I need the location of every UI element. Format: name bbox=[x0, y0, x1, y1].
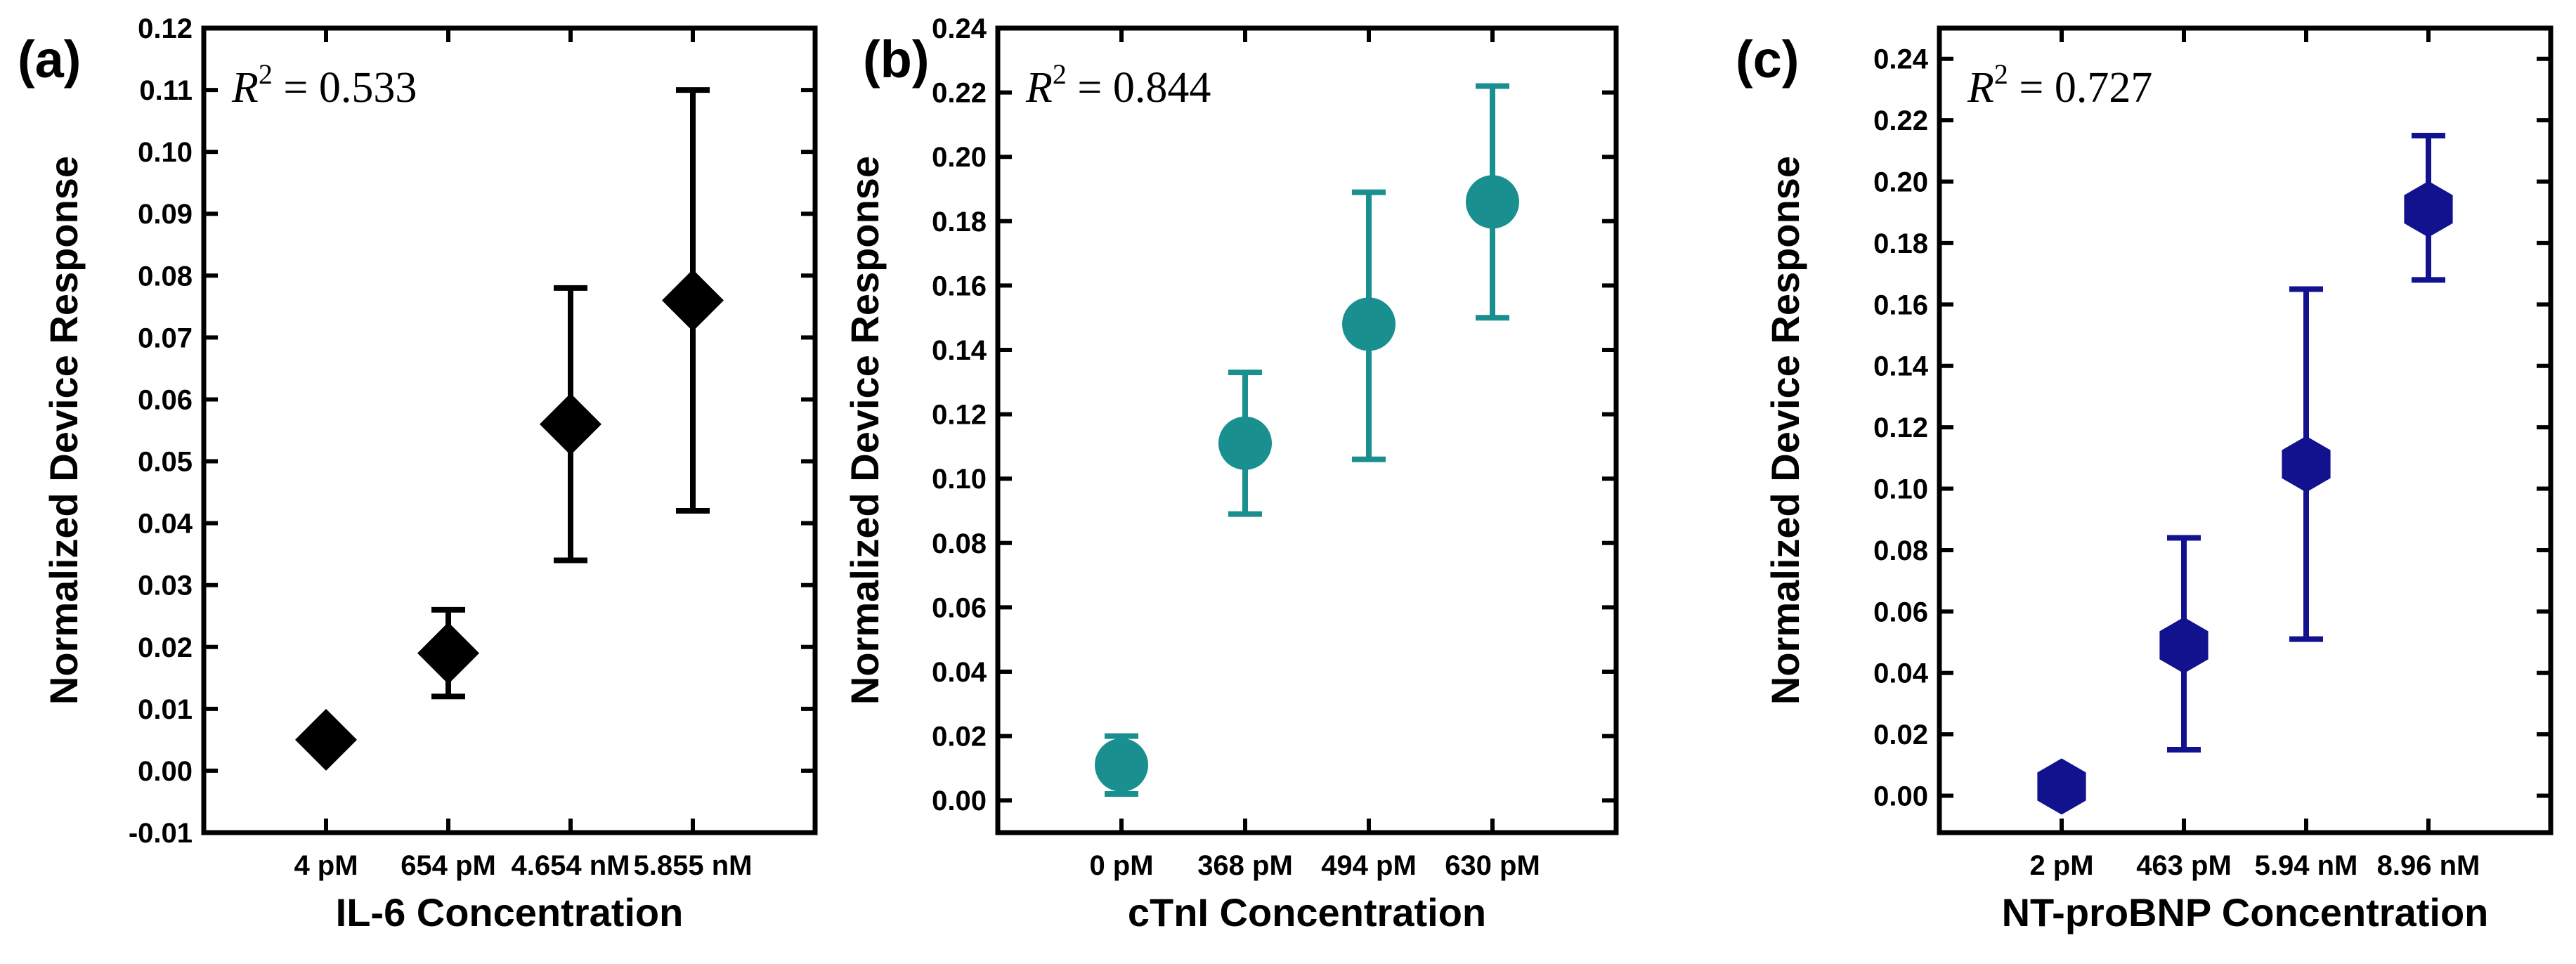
x-tick-label: 630 pM bbox=[1445, 850, 1540, 881]
y-axis-title: Normalized Device Response bbox=[843, 156, 887, 705]
y-tick-label: 0.24 bbox=[1873, 44, 1929, 75]
y-tick-label: 0.18 bbox=[1873, 228, 1928, 259]
r-squared-annotation: R2 = 0.844 bbox=[1025, 58, 1211, 112]
y-axis-title: Normalized Device Response bbox=[41, 156, 86, 705]
data-point-diamond bbox=[295, 708, 357, 771]
y-tick-label: 0.12 bbox=[138, 13, 193, 44]
data-point-circle bbox=[1342, 297, 1396, 351]
y-tick-label: 0.22 bbox=[1873, 105, 1928, 136]
plot-frame bbox=[995, 25, 1619, 835]
y-tick-label: 0.09 bbox=[138, 199, 193, 230]
x-tick-label: 654 pM bbox=[401, 850, 496, 881]
y-tick-label: 0.18 bbox=[932, 207, 987, 237]
y-tick-label: 0.04 bbox=[138, 509, 193, 540]
x-tick-label: 4 pM bbox=[294, 850, 358, 881]
y-tick-label: 0.12 bbox=[932, 400, 987, 431]
x-axis-title: cTnI Concentration bbox=[1128, 890, 1486, 934]
y-tick-label: 0.06 bbox=[138, 384, 193, 415]
panel-b: (b) 0.00 0.02 0.04 0.06 0.08 0.10 0.12 0.14 0.16 0… bbox=[843, 13, 1619, 934]
y-tick-label: 0.03 bbox=[138, 571, 193, 601]
data-point-hexagon bbox=[2282, 436, 2331, 493]
data-point-diamond bbox=[662, 269, 724, 332]
y-tick-label: 0.16 bbox=[932, 271, 987, 301]
y-tick-label: 0.00 bbox=[1873, 781, 1928, 812]
data-point-circle bbox=[1218, 416, 1272, 470]
x-tick-label: 8.96 nM bbox=[2377, 850, 2480, 881]
x-tick-label: 463 pM bbox=[2136, 850, 2232, 881]
y-tick-label: 0.10 bbox=[932, 464, 987, 495]
r-squared-annotation: R2 = 0.533 bbox=[231, 58, 417, 112]
x-tick-label: 4.654 nM bbox=[512, 850, 630, 881]
y-tick-label: 0.06 bbox=[932, 592, 987, 623]
y-tick-label: -0.01 bbox=[129, 818, 193, 849]
y-tick-label: 0.00 bbox=[932, 786, 987, 816]
y-tick-label: 0.10 bbox=[138, 137, 193, 168]
x-tick-label: 0 pM bbox=[1089, 850, 1153, 881]
y-tick-label: 0.05 bbox=[138, 447, 193, 478]
y-tick-label: 0.22 bbox=[932, 78, 987, 109]
y-tick-label: 0.06 bbox=[1873, 597, 1928, 627]
y-tick-label: 0.02 bbox=[1873, 719, 1928, 750]
x-axis-title: IL-6 Concentration bbox=[336, 890, 684, 934]
x-axis-title: NT-proBNP Concentration bbox=[2002, 890, 2489, 934]
x-tick-label: 5.855 nM bbox=[634, 850, 753, 881]
y-axis-title: Normalized Device Response bbox=[1763, 156, 1807, 705]
y-tick-label: 0.04 bbox=[1873, 658, 1929, 689]
y-tick-label: 0.01 bbox=[138, 694, 193, 725]
y-tick-label: 0.16 bbox=[1873, 289, 1928, 320]
data-point-hexagon bbox=[2037, 758, 2086, 815]
x-tick-label: 2 pM bbox=[2029, 850, 2093, 881]
y-tick-label: 0.20 bbox=[1873, 167, 1928, 198]
y-tick-label: 0.24 bbox=[932, 13, 987, 44]
panel-c: (c) 0.00 0.02 0.04 0.06 0.08 0.10 0.12 0.14 0.16 0… bbox=[1736, 25, 2554, 934]
data-point-hexagon bbox=[2159, 617, 2209, 674]
y-tick-label: 0.02 bbox=[138, 632, 193, 663]
y-tick-label: 0.14 bbox=[932, 335, 987, 366]
data-point-circle bbox=[1095, 738, 1148, 792]
y-tick-label: 0.12 bbox=[1873, 412, 1928, 443]
plot-frame bbox=[201, 25, 818, 835]
data-point-hexagon bbox=[2404, 181, 2453, 237]
y-tick-label: 0.08 bbox=[932, 528, 987, 559]
x-tick-label: 368 pM bbox=[1197, 850, 1293, 881]
y-tick-label: 0.00 bbox=[138, 756, 193, 787]
data-point-diamond bbox=[540, 393, 601, 455]
x-tick-label: 5.94 nM bbox=[2255, 850, 2358, 881]
y-tick-label: 0.10 bbox=[1873, 474, 1928, 505]
y-tick-label: 0.08 bbox=[1873, 535, 1928, 566]
y-tick-label: 0.08 bbox=[138, 261, 193, 292]
plot-frame bbox=[1937, 25, 2554, 835]
y-tick-label: 0.14 bbox=[1873, 351, 1929, 382]
y-tick-label: 0.20 bbox=[932, 142, 987, 173]
y-tick-label: 0.07 bbox=[138, 323, 193, 353]
y-tick-label: 0.04 bbox=[932, 657, 987, 688]
panel-a: (a) -0.01 0.00 0.01 0.02 0.03 0.04 0.05 0.06 0.07… bbox=[18, 13, 818, 934]
r-squared-annotation: R2 = 0.727 bbox=[1967, 58, 2152, 112]
panel-label: (a) bbox=[18, 30, 81, 89]
panel-label: (b) bbox=[863, 30, 930, 89]
data-point-circle bbox=[1466, 175, 1519, 229]
x-tick-label: 494 pM bbox=[1321, 850, 1417, 881]
panel-label: (c) bbox=[1736, 30, 1799, 89]
y-tick-label: 0.11 bbox=[139, 75, 193, 106]
data-point-diamond bbox=[417, 622, 479, 684]
y-tick-label: 0.02 bbox=[932, 722, 987, 753]
